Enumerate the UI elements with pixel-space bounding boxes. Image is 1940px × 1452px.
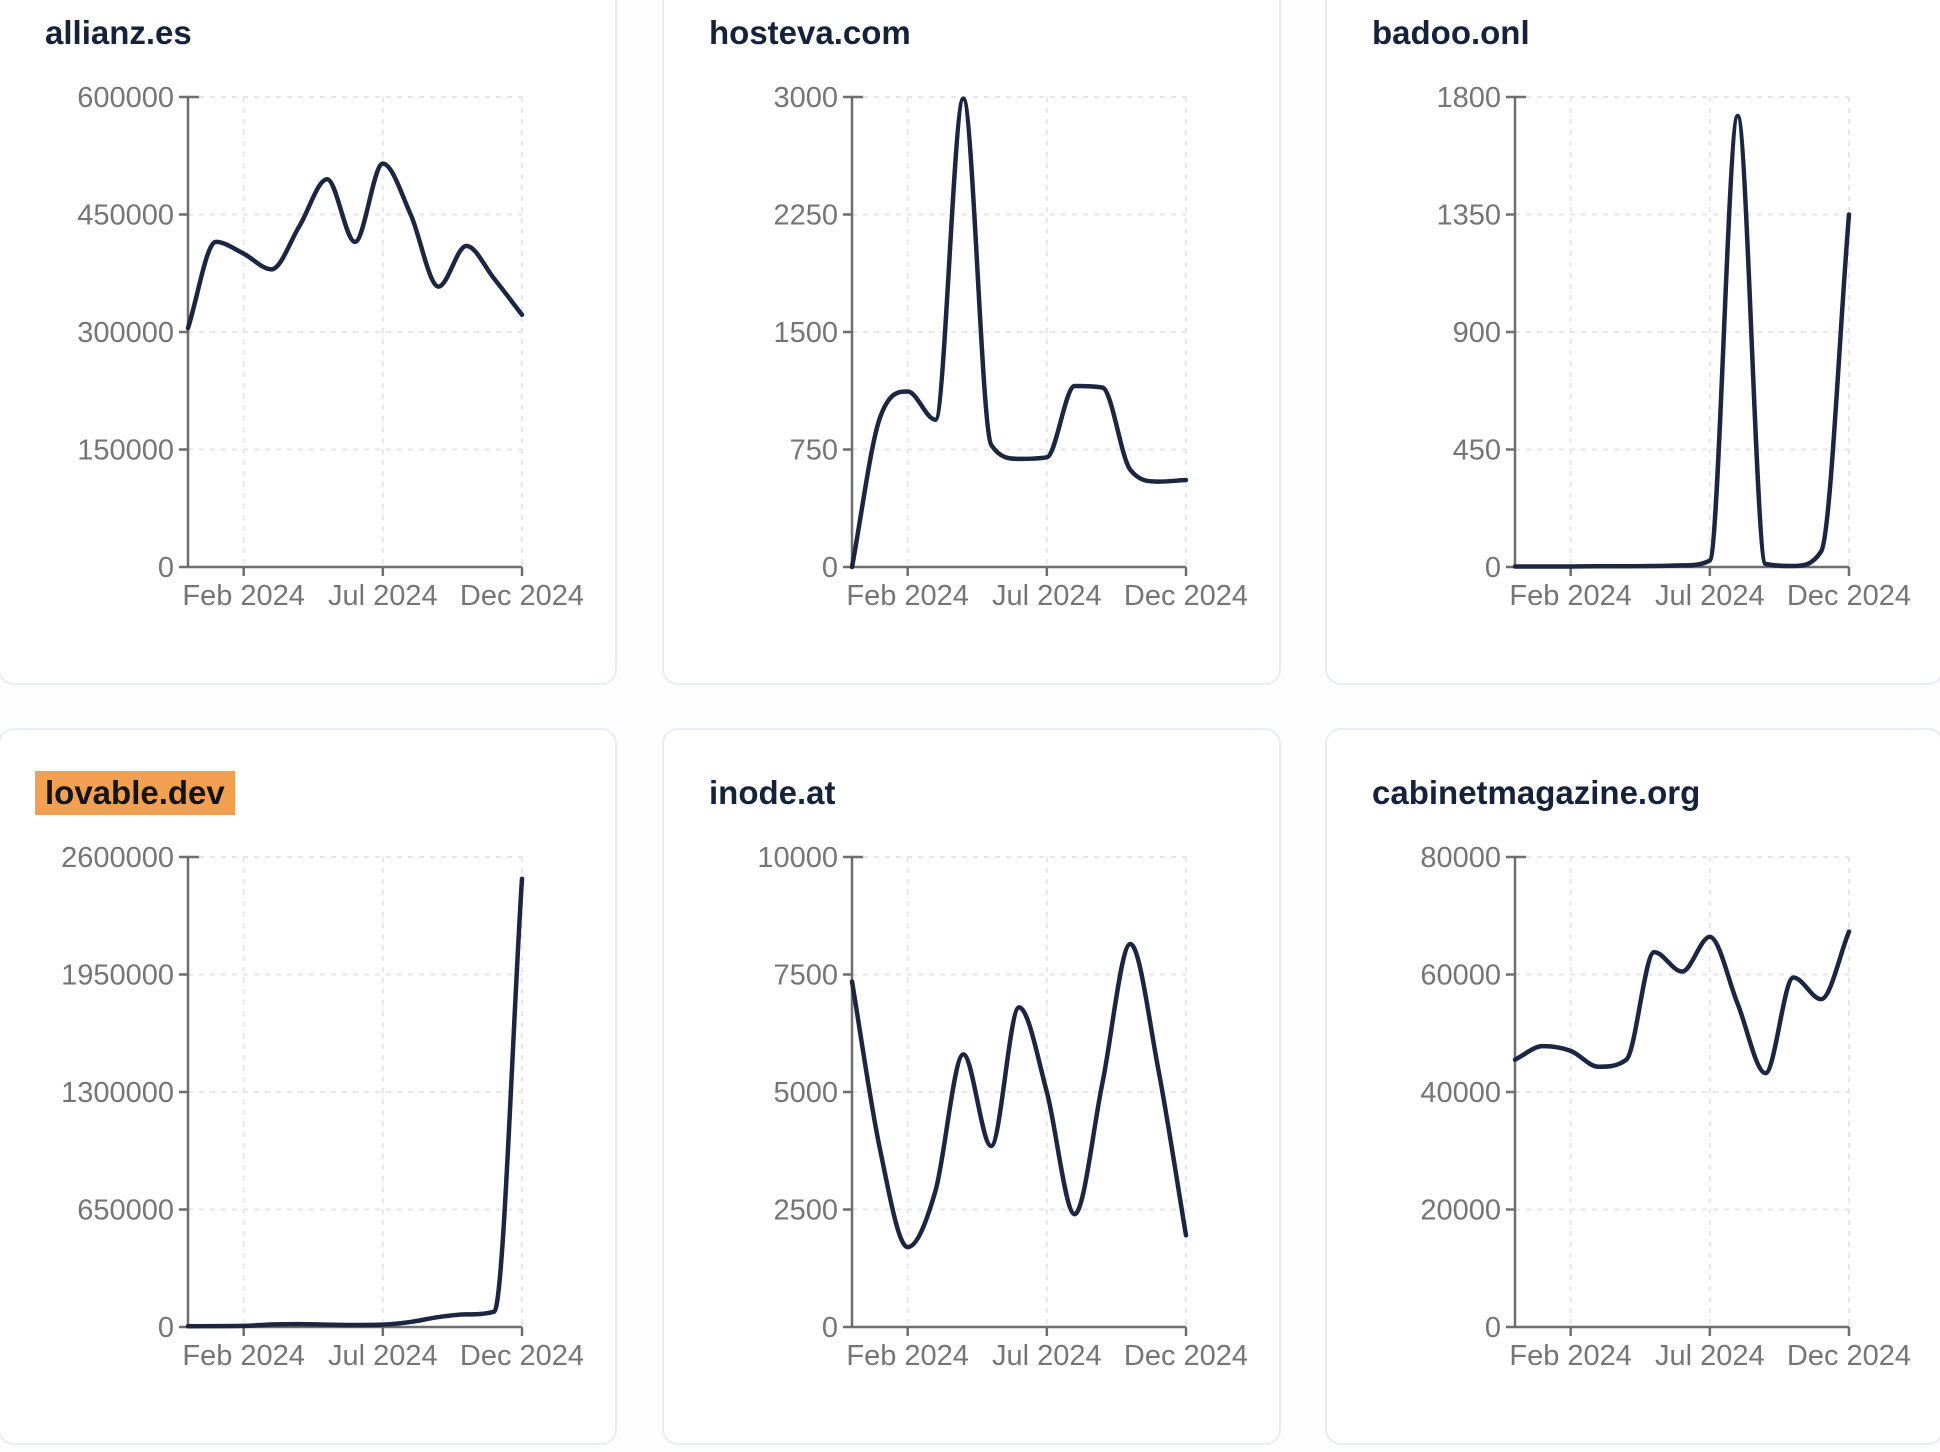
series-line: [849, 96, 1189, 570]
y-tick-label: 0: [1485, 552, 1501, 584]
line-chart-lovable: 0 650000 1300000 1950000 2600000 Feb 2024 Jul …: [61, 842, 584, 1372]
chart-title: hosteva.com: [709, 14, 911, 51]
x-tick-label: Feb 2024: [1509, 1340, 1632, 1372]
x-tick-label: Jul 2024: [1655, 1340, 1765, 1372]
y-tick-label: 5000: [773, 1077, 838, 1109]
y-tick-label: 2500: [773, 1195, 838, 1227]
x-tick-label: Dec 2024: [1124, 580, 1248, 612]
y-tick-label: 2250: [773, 200, 838, 232]
y-tick-label: 7500: [773, 960, 838, 992]
y-tick-label: 20000: [1420, 1195, 1501, 1227]
x-tick-label: Jul 2024: [328, 1340, 438, 1372]
x-tick-label: Jul 2024: [992, 580, 1102, 612]
y-tick-label: 60000: [1420, 960, 1501, 992]
x-tick-label: Jul 2024: [992, 1340, 1102, 1372]
y-tick-label: 450: [1453, 435, 1501, 467]
chart-title: cabinetmagazine.org: [1372, 774, 1701, 811]
y-tick-label: 0: [1485, 1312, 1501, 1344]
y-tick-label: 450000: [77, 200, 174, 232]
x-tick-label: Dec 2024: [460, 580, 584, 612]
x-tick-label: Feb 2024: [182, 1340, 305, 1372]
chart-card-hosteva: hosteva.com 0 750 1500 2250 3000 Feb 2024 Jul …: [662, 0, 1281, 685]
line-chart-hosteva: 0 750 1500 2250 3000 Feb 2024 Jul 2024 Dec 2024: [773, 82, 1248, 612]
x-tick-label: Dec 2024: [1787, 580, 1911, 612]
chart-card-allianz: allianz.es 0 150000 300000 450000 600000 Feb …: [0, 0, 617, 685]
line-chart-badoo: 0 450 900 1350 1800 Feb 2024 Jul 2024 Dec 2024: [1436, 82, 1911, 612]
x-tick-label: Feb 2024: [846, 1340, 969, 1372]
y-tick-label: 650000: [77, 1195, 174, 1227]
y-tick-label: 0: [158, 552, 174, 584]
line-chart-cabinetmagazine: 0 20000 40000 60000 80000 Feb 2024 Jul 2024 Dec…: [1420, 842, 1911, 1372]
x-tick-label: Jul 2024: [328, 580, 438, 612]
y-tick-label: 300000: [77, 317, 174, 349]
y-tick-label: 3000: [773, 82, 838, 114]
y-tick-label: 10000: [757, 842, 838, 874]
series-line: [1512, 929, 1852, 1076]
line-chart-allianz: 0 150000 300000 450000 600000 Feb 2024 Jul 202…: [77, 82, 584, 612]
line-chart-inode: 0 2500 5000 7500 10000 Feb 2024 Jul 2024 Dec 20…: [757, 842, 1248, 1372]
x-tick-label: Dec 2024: [460, 1340, 584, 1372]
y-tick-label: 150000: [77, 435, 174, 467]
chart-title: inode.at: [709, 774, 836, 811]
y-tick-label: 0: [158, 1312, 174, 1344]
chart-card-inode: inode.at 0 2500 5000 7500 10000 Feb 2024 Jul 2…: [662, 728, 1281, 1445]
x-tick-label: Feb 2024: [182, 580, 305, 612]
chart-title: allianz.es: [45, 14, 192, 51]
y-tick-label: 1800: [1436, 82, 1501, 114]
series-line: [849, 941, 1189, 1250]
chart-title-highlighted: lovable.dev: [35, 771, 235, 815]
y-tick-label: 1300000: [61, 1077, 174, 1109]
y-tick-label: 2600000: [61, 842, 174, 874]
x-tick-label: Dec 2024: [1124, 1340, 1248, 1372]
chart-title: badoo.onl: [1372, 14, 1530, 51]
y-tick-label: 0: [822, 1312, 838, 1344]
chart-card-badoo: badoo.onl 0 450 900 1350 1800 Feb 2024 Jul 202…: [1325, 0, 1940, 685]
y-tick-label: 40000: [1420, 1077, 1501, 1109]
y-tick-label: 750: [790, 435, 838, 467]
chart-card-lovable: lovable.dev 0 650000 1300000 1950000 2600000…: [0, 728, 617, 1445]
y-tick-label: 1350: [1436, 200, 1501, 232]
y-tick-label: 80000: [1420, 842, 1501, 874]
x-tick-label: Feb 2024: [1509, 580, 1632, 612]
y-tick-label: 0: [822, 552, 838, 584]
x-tick-label: Jul 2024: [1655, 580, 1765, 612]
y-tick-label: 900: [1453, 317, 1501, 349]
chart-card-cabinetmagazine: cabinetmagazine.org 0 20000 40000 60000 8000…: [1325, 728, 1940, 1445]
x-tick-label: Dec 2024: [1787, 1340, 1911, 1372]
series-line: [185, 161, 525, 331]
x-tick-label: Feb 2024: [846, 580, 969, 612]
series-line: [1512, 113, 1852, 569]
y-tick-label: 1500: [773, 317, 838, 349]
y-tick-label: 600000: [77, 82, 174, 114]
y-tick-label: 1950000: [61, 960, 174, 992]
series-line: [185, 876, 525, 1329]
